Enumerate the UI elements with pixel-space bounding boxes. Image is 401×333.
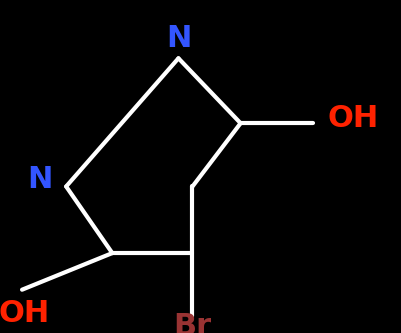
Text: N: N	[166, 24, 191, 53]
Text: Br: Br	[173, 312, 212, 333]
Text: N: N	[27, 165, 53, 194]
Text: OH: OH	[0, 298, 50, 328]
Text: OH: OH	[327, 104, 379, 133]
